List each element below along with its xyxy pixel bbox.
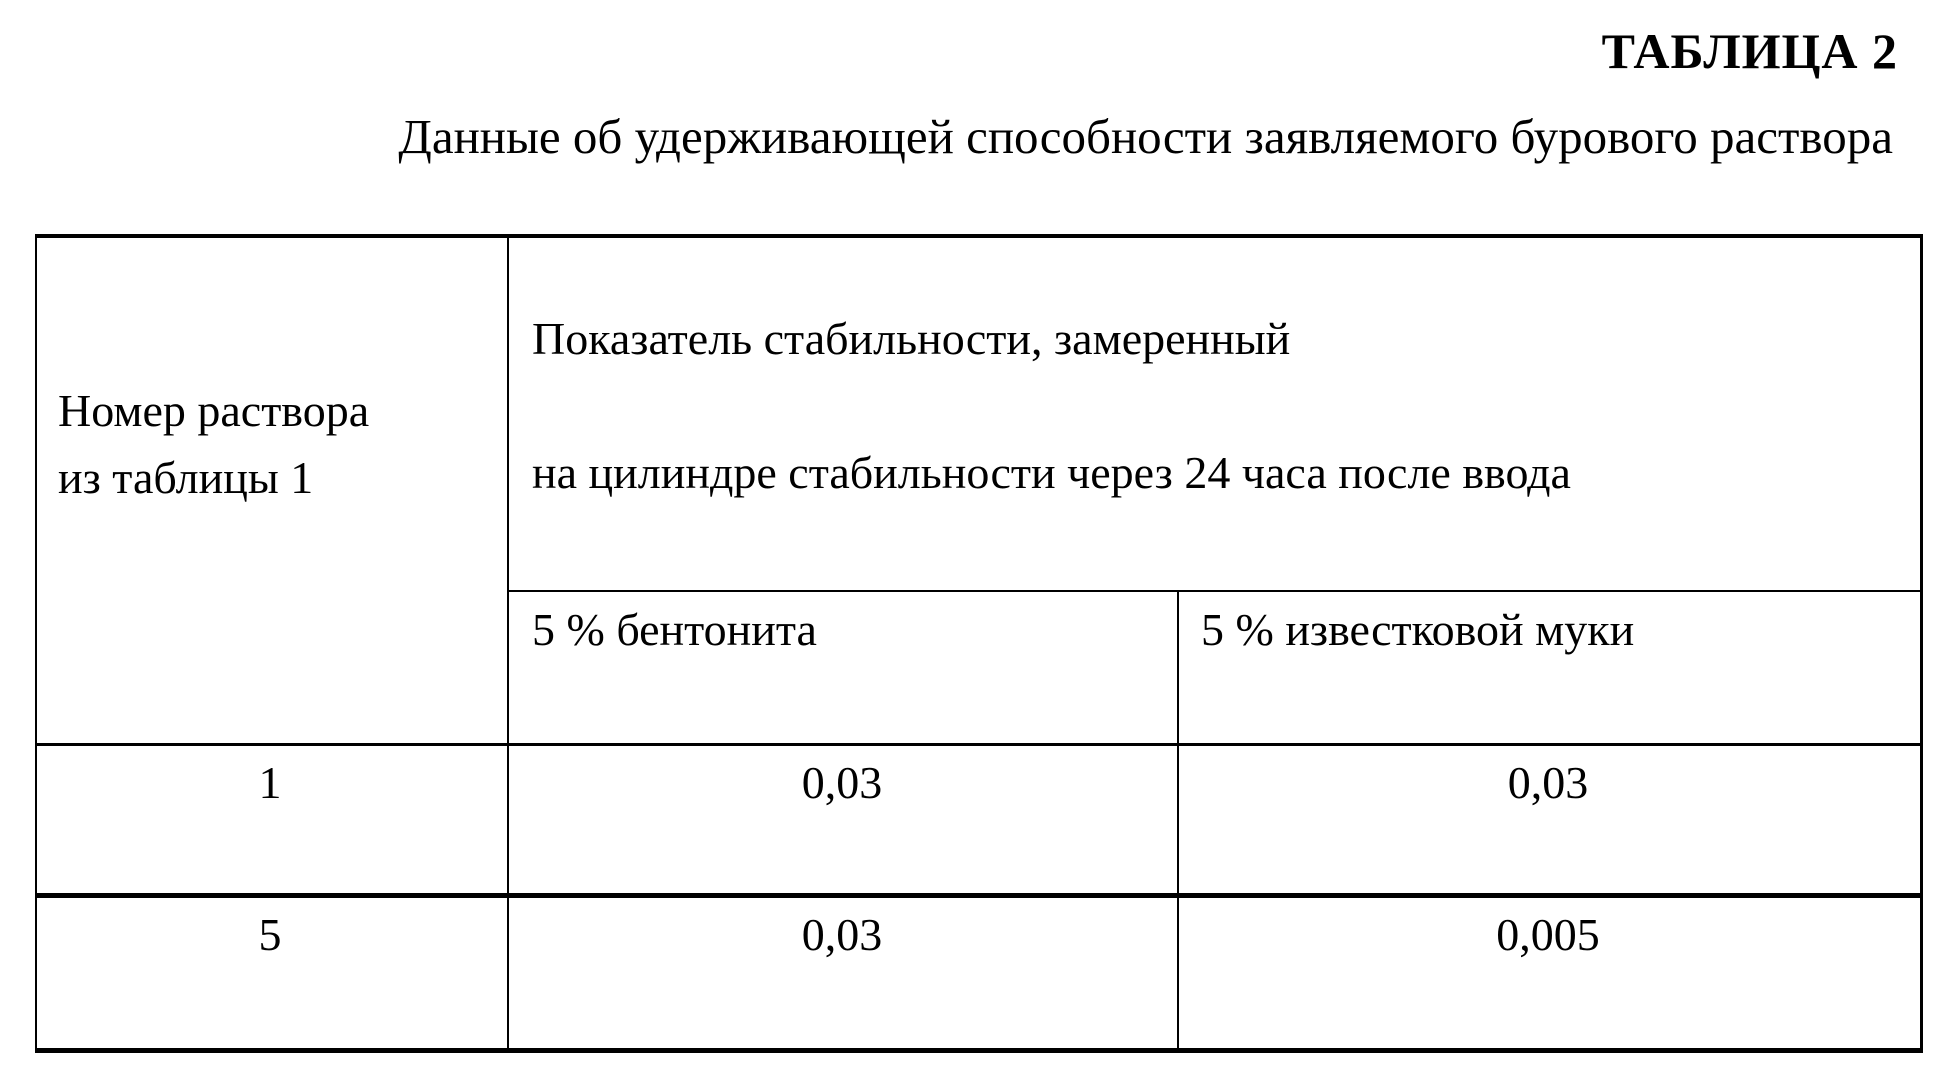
- header-solution-number-line2: из таблицы 1: [58, 455, 313, 501]
- cell-lime-flour: 0,005: [1496, 912, 1600, 958]
- table-caption: Данные об удерживающей способности заявл…: [398, 108, 1893, 165]
- header-divider: [508, 590, 1923, 592]
- cell-number: 5: [259, 912, 282, 958]
- cell-lime-flour: 0,03: [1508, 760, 1589, 806]
- header-bottom-border: [35, 743, 1923, 746]
- header-stability-line2: на цилиндре стабильности через 24 часа п…: [532, 450, 1571, 496]
- column-divider: [1177, 591, 1179, 1052]
- subheader-bentonite: 5 % бентонита: [532, 607, 817, 653]
- cell-number: 1: [259, 760, 282, 806]
- header-solution-number-line1: Номер раствора: [58, 388, 369, 434]
- header-stability-line1: Показатель стабильности, замеренный: [532, 316, 1290, 362]
- table-top-border: [35, 234, 1923, 238]
- cell-bentonite: 0,03: [802, 912, 883, 958]
- table-bottom-border: [35, 1048, 1923, 1053]
- subheader-lime-flour: 5 % известковой муки: [1201, 607, 1634, 653]
- table-title: ТАБЛИЦА 2: [1602, 22, 1898, 80]
- row-divider: [35, 893, 1923, 898]
- column-divider: [507, 234, 509, 1052]
- cell-bentonite: 0,03: [802, 760, 883, 806]
- table-right-border: [1920, 234, 1923, 1052]
- table-left-border: [35, 234, 37, 1052]
